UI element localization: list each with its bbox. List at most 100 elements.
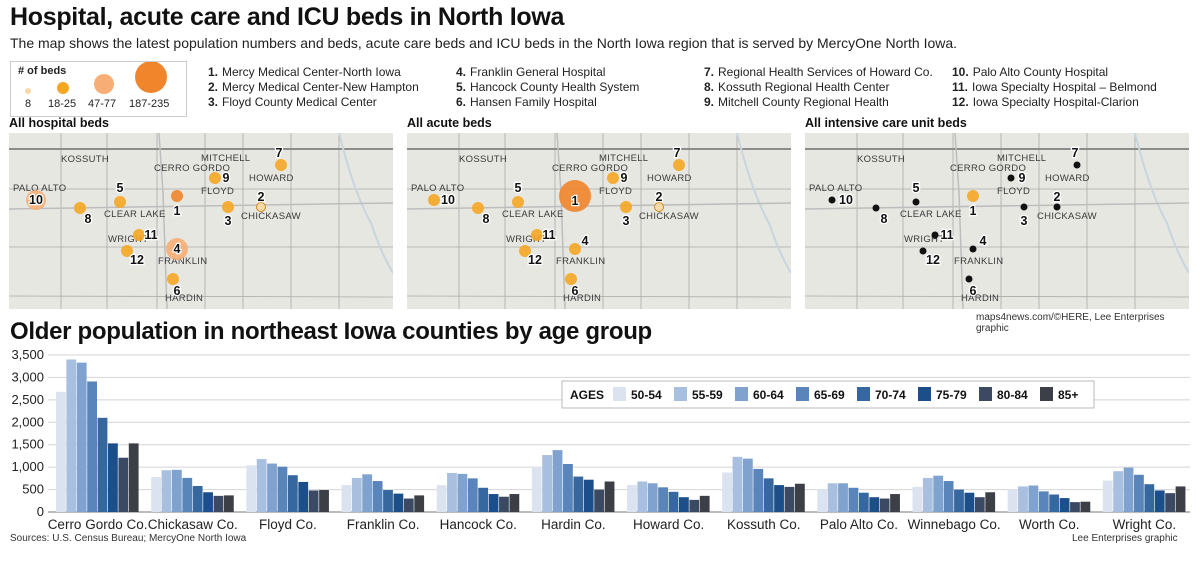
place-label: HOWARD (1045, 173, 1090, 184)
bar (933, 475, 944, 512)
map-title-acute-beds: All acute beds (407, 116, 492, 130)
hospital-marker (872, 204, 880, 212)
place-label: HOWARD (647, 173, 692, 184)
bar (1080, 501, 1091, 512)
river (338, 133, 393, 274)
hospital-number: 1 (174, 204, 181, 218)
bar (722, 472, 732, 512)
place-label: CHICKASAW (241, 211, 301, 222)
y-tick-label: 1,000 (11, 459, 44, 474)
bar (488, 494, 499, 512)
bar (182, 477, 193, 512)
bar (509, 494, 520, 512)
age-legend-swatch (613, 387, 626, 401)
bar (890, 494, 900, 512)
bar (403, 498, 414, 512)
x-tick-label: Floyd Co. (259, 517, 317, 532)
county-grid (805, 133, 1189, 309)
bar (784, 486, 795, 512)
hospital-item: 11. Iowa Specialty Hospital – Belmond (952, 80, 1157, 94)
bar (964, 492, 975, 512)
hospital-item: 3. Floyd County Medical Center (208, 95, 377, 109)
bar (943, 481, 954, 512)
bar (668, 491, 679, 512)
hospital-number: 10 (29, 193, 43, 207)
hospital-number: 2 (258, 190, 265, 204)
hospital-number: 7 (674, 146, 681, 160)
bar (499, 496, 509, 512)
bar (1028, 485, 1039, 512)
bar (838, 483, 848, 512)
hospital-number: 11 (542, 228, 555, 242)
hospital-item: 4. Franklin General Hospital (456, 65, 606, 79)
bar (277, 466, 288, 512)
bar (604, 481, 615, 512)
hospital-number: 2 (1054, 190, 1061, 204)
bar (583, 479, 594, 512)
age-legend-swatch (674, 387, 687, 401)
bar (161, 470, 172, 512)
sources-note: Sources: U.S. Census Bureau; MercyOne No… (10, 533, 247, 544)
age-legend-label: 80-84 (997, 388, 1028, 402)
x-tick-label: Kossuth Co. (727, 517, 801, 532)
y-tick-label: 500 (22, 482, 44, 497)
bed-legend-circle-18-25 (57, 82, 69, 94)
hospital-marker (428, 194, 440, 206)
age-legend-box (561, 380, 1095, 409)
page-subtitle: The map shows the latest population numb… (10, 35, 958, 51)
hospital-item: 6. Hansen Family Hospital (456, 95, 597, 109)
bar (542, 455, 553, 512)
hospital-marker (171, 190, 183, 202)
bar (393, 493, 404, 512)
hospital-marker (512, 196, 524, 208)
x-tick-label: Franklin Co. (347, 517, 420, 532)
hospital-number: 11 (144, 228, 157, 242)
bar (1165, 493, 1176, 512)
bar (383, 490, 393, 512)
hospital-number: 10 (441, 193, 455, 207)
bar (192, 485, 203, 512)
hospital-list-col-3: 7. Regional Health Services of Howard Co.… (704, 65, 933, 110)
hospital-list-col-1: 1. Mercy Medical Center-North Iowa 2. Merc… (208, 65, 419, 110)
bar (108, 443, 118, 512)
place-label: HOWARD (249, 173, 294, 184)
river (736, 133, 791, 274)
bed-legend-circles (25, 62, 167, 94)
map-title-hospital-beds: All hospital beds (9, 116, 110, 130)
place-label: FRANKLIN (158, 256, 207, 267)
bar (436, 485, 447, 512)
hospital-item: 12. Iowa Specialty Hospital-Clarion (952, 95, 1139, 109)
y-tick-label: 3,500 (11, 347, 44, 362)
bar (753, 468, 764, 512)
bar (1123, 467, 1134, 512)
highway (9, 202, 393, 210)
age-legend-swatch (1040, 387, 1053, 401)
hospital-item: 2. Mercy Medical Center-New Hampton (208, 80, 419, 94)
bar (171, 469, 182, 512)
hospital-marker (828, 196, 836, 204)
age-group-bar-chart: 0 500 1,000 1,500 2,000 2,500 3,000 3,500 Cerro … (11, 347, 1190, 532)
bar (637, 481, 648, 512)
hospital-number: 1 (572, 194, 579, 208)
hospital-marker (607, 172, 619, 184)
hospital-marker (967, 190, 979, 202)
hospital-number: 3 (225, 214, 232, 228)
bar (287, 475, 298, 512)
bed-legend-label: 187-235 (129, 98, 170, 110)
bar (1049, 494, 1060, 512)
bar (1113, 471, 1124, 512)
place-label: WRIGHT (108, 234, 148, 245)
bar (679, 497, 689, 512)
x-tick-label: Winnebago Co. (908, 517, 1001, 532)
highway (556, 133, 566, 309)
place-label: FLOYD (201, 186, 234, 197)
bar (954, 489, 964, 512)
hospital-marker (673, 159, 685, 171)
hospital-number: 8 (85, 212, 92, 226)
bar (298, 481, 309, 512)
highway (407, 202, 791, 210)
bed-legend-title: # of beds (18, 65, 67, 77)
hospital-item: 9. Mitchell County Regional Health (704, 95, 889, 109)
bed-size-legend: # of beds 8 18-25 47-77 187-235 (10, 61, 187, 117)
hospital-number: 3 (623, 214, 630, 228)
